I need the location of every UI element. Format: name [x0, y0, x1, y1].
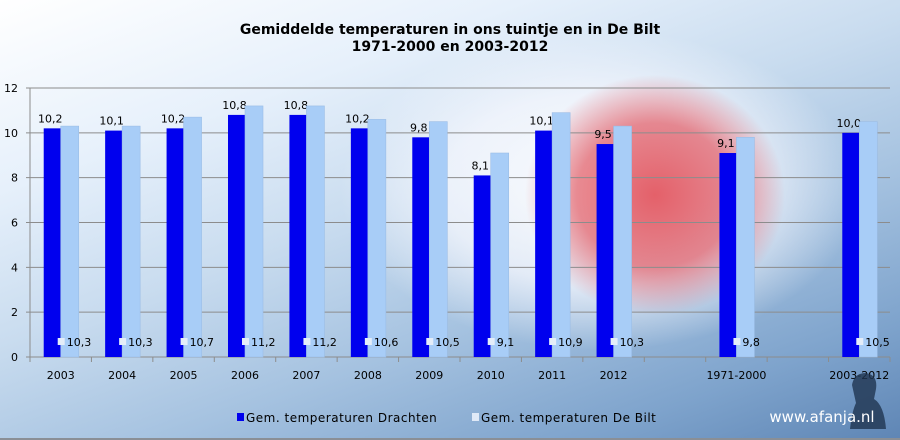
- data-label-marker: [180, 338, 188, 345]
- x-tick-label: 2004: [108, 369, 136, 382]
- legend-label-debilt: Gem. temperaturen De Bilt: [481, 411, 656, 425]
- chart-title: Gemiddelde temperaturen in ons tuintje e…: [240, 22, 661, 38]
- data-label-debilt: 10,5: [865, 336, 890, 349]
- data-label-marker: [426, 338, 434, 345]
- data-label-debilt: 10,7: [190, 336, 215, 349]
- legend-swatch-debilt: [472, 413, 479, 421]
- data-label-drachten: 9,8: [410, 121, 428, 134]
- data-label-drachten: 10,1: [99, 115, 124, 128]
- data-label-debilt: 10,3: [67, 336, 92, 349]
- legend: Gem. temperaturen Drachten Gem. temperat…: [237, 411, 656, 425]
- y-tick-label: 0: [11, 351, 18, 364]
- x-tick-label: 2003: [47, 369, 75, 382]
- x-tick-label: 2007: [292, 369, 320, 382]
- data-label-drachten: 9,1: [717, 137, 735, 150]
- data-label-marker: [733, 338, 741, 345]
- bar-drachten: [412, 137, 430, 357]
- data-label-debilt: 11,2: [251, 336, 276, 349]
- data-label-debilt: 11,2: [312, 336, 337, 349]
- bar-drachten: [350, 128, 368, 357]
- data-label-marker: [856, 338, 864, 345]
- bar-debilt: [244, 105, 264, 358]
- bar-debilt: [306, 105, 325, 358]
- data-label-drachten: 10,2: [345, 112, 370, 125]
- bar-drachten: [596, 144, 614, 357]
- x-tick-label: 2011: [538, 369, 566, 382]
- bar-drachten: [719, 153, 737, 357]
- x-tick-label: 2010: [477, 369, 505, 382]
- data-label-drachten: 10,8: [284, 99, 309, 112]
- chart-subtitle: 1971-2000 en 2003-2012: [352, 39, 549, 55]
- bar-debilt: [367, 119, 387, 358]
- x-tick-label: 2008: [354, 369, 382, 382]
- bar-debilt: [60, 125, 80, 358]
- bar-drachten: [289, 114, 307, 358]
- data-label-debilt: 10,9: [558, 336, 583, 349]
- bar-drachten: [535, 130, 553, 357]
- bar-debilt: [551, 112, 571, 358]
- data-label-debilt: 9,8: [742, 336, 760, 349]
- data-label-marker: [303, 338, 311, 345]
- bar-debilt: [613, 125, 632, 358]
- data-label-drachten: 10,2: [161, 112, 186, 125]
- silhouette-icon: [850, 373, 886, 429]
- data-label-drachten: 9,5: [594, 128, 612, 141]
- legend-label-drachten: Gem. temperaturen Drachten: [246, 411, 437, 425]
- y-tick-label: 4: [11, 261, 18, 274]
- data-label-drachten: 8,1: [471, 159, 489, 172]
- bar-drachten: [473, 175, 491, 357]
- x-tick-label: 2006: [231, 369, 259, 382]
- data-label-drachten: 10,1: [529, 115, 554, 128]
- legend-swatch-drachten: [237, 413, 244, 421]
- bar-debilt: [183, 116, 202, 358]
- data-label-marker: [57, 338, 65, 345]
- data-label-marker: [119, 338, 127, 345]
- y-tick-label: 12: [4, 82, 18, 95]
- bar-drachten: [105, 130, 123, 357]
- x-tick-label: 1971-2000: [706, 369, 766, 382]
- data-label-marker: [549, 338, 557, 345]
- x-tick-label: 2009: [415, 369, 443, 382]
- x-tick-label: 2012: [600, 369, 628, 382]
- data-label-debilt: 10,3: [620, 336, 645, 349]
- data-label-marker: [242, 338, 249, 345]
- data-label-marker: [364, 338, 372, 345]
- watermark: www.afanja.nl: [769, 373, 886, 429]
- bar-drachten: [43, 128, 61, 357]
- bar-debilt: [428, 121, 448, 358]
- bar-drachten: [842, 132, 860, 357]
- x-tick-label: 2005: [170, 369, 198, 382]
- data-label-debilt: 10,6: [374, 336, 399, 349]
- y-tick-label: 2: [11, 306, 18, 319]
- bar-debilt: [736, 137, 755, 358]
- data-label-debilt: 10,5: [435, 336, 460, 349]
- data-label-drachten: 10,0: [837, 117, 862, 130]
- watermark-text: www.afanja.nl: [769, 408, 874, 426]
- data-label-drachten: 10,8: [222, 99, 247, 112]
- y-tick-label: 8: [11, 172, 18, 185]
- data-label-drachten: 10,2: [38, 112, 63, 125]
- bar-drachten: [228, 114, 245, 358]
- y-tick-label: 10: [4, 127, 18, 140]
- bar-debilt: [858, 121, 878, 358]
- bar-debilt: [490, 152, 510, 358]
- data-label-marker: [487, 338, 495, 345]
- bar-debilt: [121, 125, 141, 358]
- data-label-debilt: 10,3: [128, 336, 153, 349]
- data-label-debilt: 9,1: [497, 336, 515, 349]
- y-tick-label: 6: [11, 217, 18, 230]
- bar-drachten: [166, 128, 184, 357]
- data-label-marker: [610, 338, 618, 345]
